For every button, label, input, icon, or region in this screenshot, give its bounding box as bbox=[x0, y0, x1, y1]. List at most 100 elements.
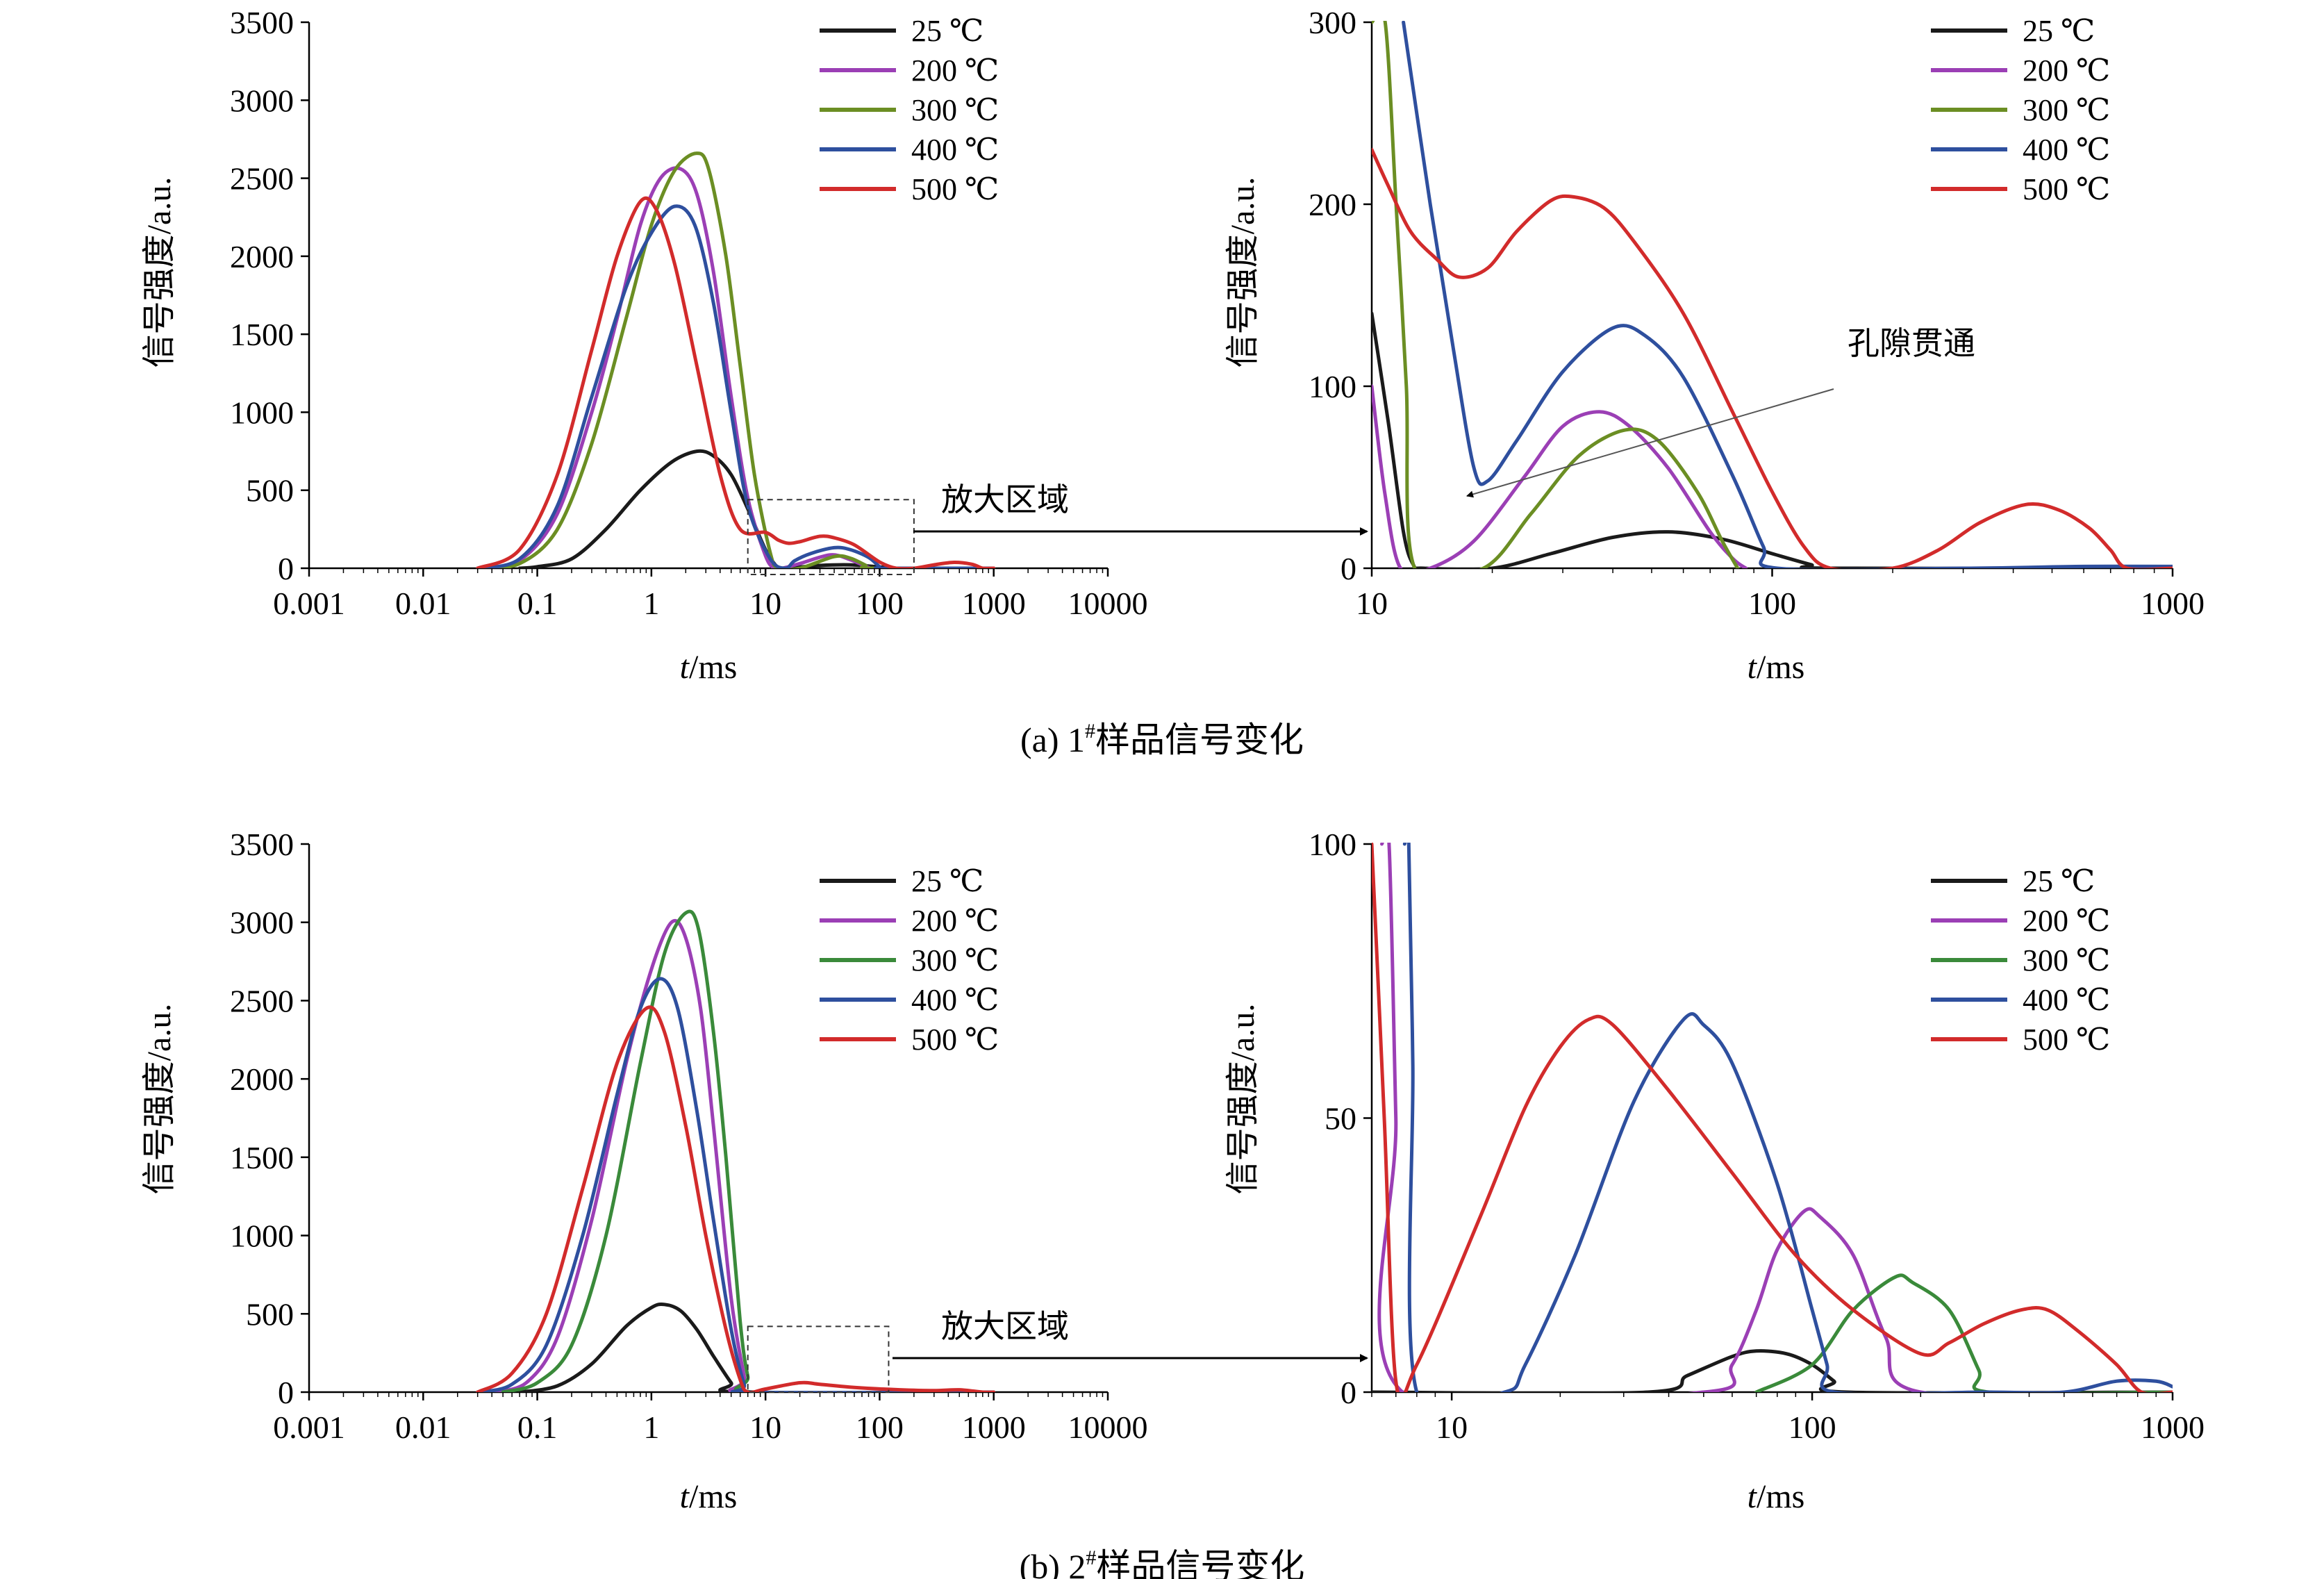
x-tick-label: 10 bbox=[1356, 586, 1388, 621]
legend-label: 400 ℃ bbox=[911, 133, 999, 167]
series-line-200 bbox=[1377, 843, 2173, 1392]
y-tick-label: 0 bbox=[278, 1375, 294, 1410]
legend-label: 25 ℃ bbox=[2023, 864, 2095, 898]
x-tick-label: 0.01 bbox=[395, 586, 451, 621]
series-line-500 bbox=[476, 196, 996, 568]
x-tick-label: 100 bbox=[1748, 586, 1796, 621]
series-line-300 bbox=[476, 151, 996, 568]
zoom-region-box bbox=[747, 1325, 890, 1393]
panel-a-main: 0 500 1000 1500 2000 2500 3000 3500 0.001 0.01 0.1… bbox=[141, 5, 1148, 686]
legend-label: 200 ℃ bbox=[911, 53, 999, 88]
y-tick-label: 100 bbox=[1309, 369, 1356, 404]
panel-a-zoom-xlabel: t/ms bbox=[1748, 649, 1805, 686]
x-tick-label: 0.001 bbox=[273, 1409, 345, 1445]
panel-b-main-ylabel: 信号强度/a.u. bbox=[141, 1004, 178, 1195]
panel-b-main: 0 500 1000 1500 2000 2500 3000 3500 0.001 0.01 0.1… bbox=[141, 827, 1148, 1515]
y-tick-label: 500 bbox=[246, 1296, 294, 1332]
legend-label: 25 ℃ bbox=[911, 864, 983, 898]
series-group bbox=[476, 909, 996, 1392]
x-tick-label: 1000 bbox=[962, 1409, 1026, 1445]
x-tick-label: 10000 bbox=[1068, 586, 1148, 621]
y-tick-label: 500 bbox=[246, 473, 294, 509]
y-tick-label: 0 bbox=[278, 551, 294, 586]
legend-label: 500 ℃ bbox=[2023, 1023, 2110, 1057]
legend-label: 400 ℃ bbox=[2023, 983, 2110, 1017]
panel-b-main-plot: 0 500 1000 1500 2000 2500 3000 3500 0.001 0.01 0.1… bbox=[230, 827, 1148, 1445]
legend-label: 500 ℃ bbox=[911, 1023, 999, 1057]
y-tick-label: 50 bbox=[1325, 1101, 1356, 1136]
series-line-500 bbox=[1372, 843, 2173, 1392]
x-tick-label: 100 bbox=[856, 586, 904, 621]
legend-label: 200 ℃ bbox=[2023, 904, 2110, 938]
series-line-400 bbox=[1402, 21, 2173, 568]
series-line-200 bbox=[1372, 384, 1748, 568]
legend-label: 400 ℃ bbox=[2023, 133, 2110, 167]
x-tick-label: 1000 bbox=[2141, 1409, 2205, 1445]
y-tick-label: 0 bbox=[1341, 551, 1356, 586]
y-tick-label: 200 bbox=[1309, 187, 1356, 222]
legend-label: 200 ℃ bbox=[911, 904, 999, 938]
y-tick-label: 2500 bbox=[230, 161, 294, 197]
y-tick-label: 3000 bbox=[230, 83, 294, 118]
caption-b: (b) 2#样品信号变化 bbox=[1020, 1546, 1305, 1579]
panel-b-zoom-ylabel: 信号强度/a.u. bbox=[1225, 1004, 1261, 1195]
zoom-region-label-a: 放大区域 bbox=[941, 482, 1069, 518]
series-line-25 bbox=[1372, 311, 2173, 568]
series-line-400 bbox=[1402, 843, 2173, 1392]
legend-label: 300 ℃ bbox=[911, 93, 999, 127]
series-line-25 bbox=[517, 1302, 996, 1392]
x-tick-label: 0.01 bbox=[395, 1409, 451, 1445]
y-tick-label: 1500 bbox=[230, 317, 294, 352]
y-tick-label: 100 bbox=[1309, 827, 1356, 862]
legend-label: 25 ℃ bbox=[911, 14, 983, 48]
x-tick-label: 100 bbox=[1788, 1409, 1836, 1445]
legend-label: 500 ℃ bbox=[911, 172, 999, 206]
y-tick-label: 1000 bbox=[230, 1218, 294, 1254]
panel-a-main-xlabel: t/ms bbox=[680, 649, 738, 686]
panel-b-zoom-plot: 0 50 100 10 100 1000 25 ℃ 200 ℃ 300 ℃ 400 ℃ 500 ℃ bbox=[1309, 827, 2205, 1445]
x-tick-label: 10 bbox=[749, 1409, 781, 1445]
panel-b-zoom-xlabel: t/ms bbox=[1748, 1478, 1805, 1515]
x-tick-label: 0.1 bbox=[517, 586, 558, 621]
y-tick-label: 3500 bbox=[230, 5, 294, 40]
series-line-25 bbox=[1372, 1349, 2173, 1392]
series-line-25 bbox=[517, 449, 996, 568]
y-tick-label: 2500 bbox=[230, 983, 294, 1018]
panel-a-zoom-ylabel: 信号强度/a.u. bbox=[1225, 177, 1261, 368]
x-tick-label: 1000 bbox=[2141, 586, 2205, 621]
x-tick-label: 1000 bbox=[962, 586, 1026, 621]
panel-b-main-xlabel: t/ms bbox=[680, 1478, 738, 1515]
x-tick-label: 1 bbox=[643, 1409, 659, 1445]
x-tick-label: 0.001 bbox=[273, 586, 345, 621]
y-tick-label: 300 bbox=[1309, 5, 1356, 40]
series-line-500 bbox=[1372, 147, 2173, 568]
x-tick-label: 1 bbox=[643, 586, 659, 621]
y-tick-label: 2000 bbox=[230, 239, 294, 274]
panel-a-main-plot: 0 500 1000 1500 2000 2500 3000 3500 0.001 0.01 0.1… bbox=[230, 5, 1148, 621]
x-tick-label: 10 bbox=[749, 586, 781, 621]
y-tick-label: 0 bbox=[1341, 1375, 1356, 1410]
y-tick-label: 1000 bbox=[230, 395, 294, 430]
legend-label: 300 ℃ bbox=[2023, 943, 2110, 977]
series-group bbox=[476, 151, 996, 568]
x-tick-label: 100 bbox=[856, 1409, 904, 1445]
series-group bbox=[1372, 843, 2173, 1392]
zoom-region-box bbox=[747, 499, 915, 575]
y-tick-label: 1500 bbox=[230, 1140, 294, 1175]
legend-label: 400 ℃ bbox=[911, 983, 999, 1017]
y-tick-label: 3500 bbox=[230, 827, 294, 862]
series-line-300_b bbox=[1754, 1273, 2173, 1392]
pore-arrow bbox=[1466, 388, 1834, 498]
legend-label: 300 ℃ bbox=[2023, 93, 2110, 127]
x-tick-label: 10000 bbox=[1068, 1409, 1148, 1445]
series-line-500 bbox=[476, 1005, 996, 1392]
y-tick-label: 3000 bbox=[230, 905, 294, 941]
series-line-400 bbox=[476, 204, 996, 568]
series-line-400 bbox=[476, 977, 996, 1392]
panel-a-zoom: 0 100 200 300 10 100 1000 25 ℃ 200 ℃ 300 ℃ 400 ℃ 50… bbox=[1225, 5, 2205, 686]
x-tick-label: 0.1 bbox=[517, 1409, 558, 1445]
pore-connection-label: 孔隙贯通 bbox=[1848, 326, 1975, 361]
legend-label: 200 ℃ bbox=[2023, 53, 2110, 88]
y-tick-label: 2000 bbox=[230, 1061, 294, 1097]
